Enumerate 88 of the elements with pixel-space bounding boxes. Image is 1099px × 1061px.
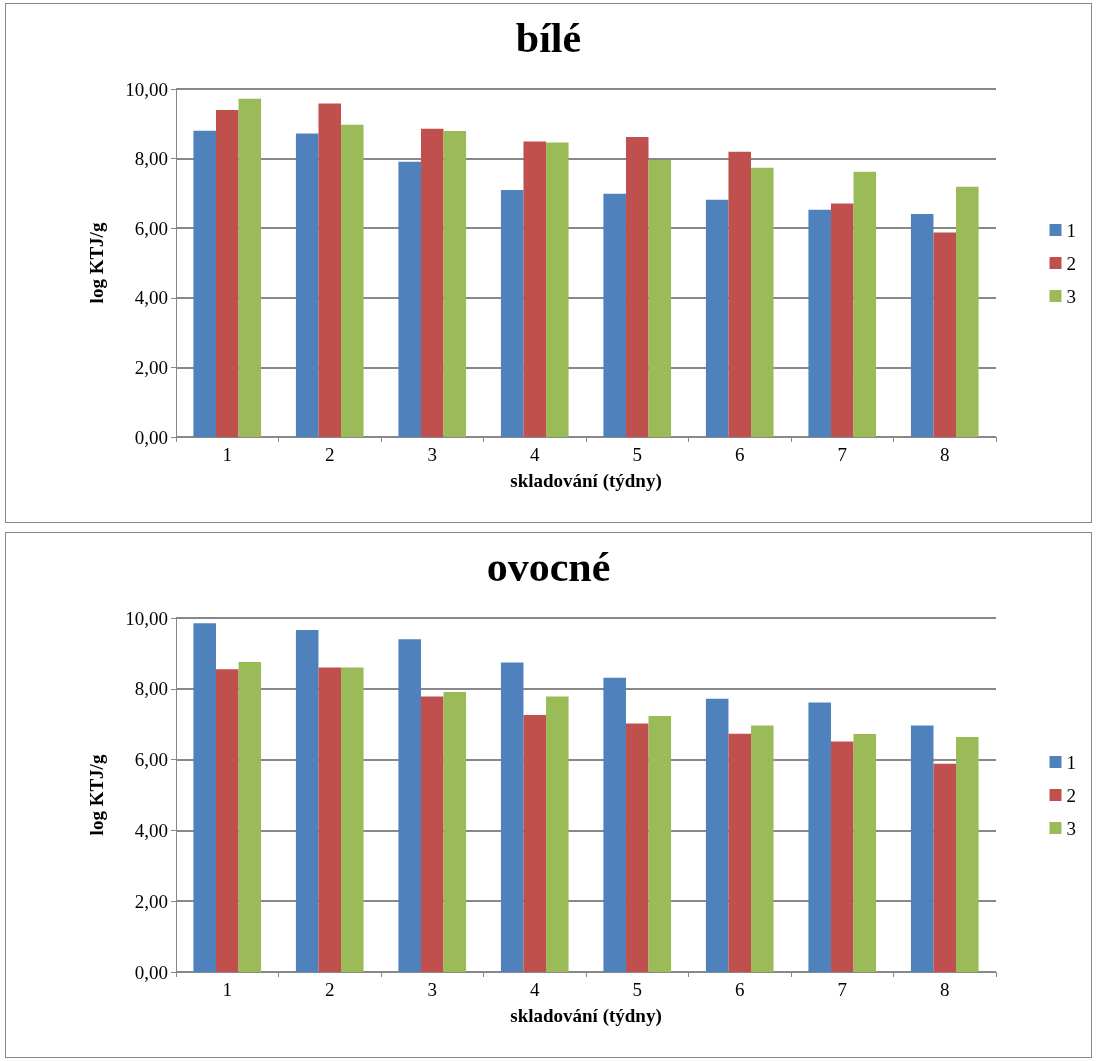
bar (318, 103, 342, 437)
y-tick-label: 8,00 (134, 148, 168, 170)
bar (648, 159, 672, 437)
bar (830, 741, 854, 972)
y-tick-label: 8,00 (134, 678, 168, 700)
x-tick-label: 5 (632, 979, 642, 1000)
x-axis-title: skladování (týdny) (510, 1005, 662, 1027)
bar (933, 763, 957, 972)
bar (443, 691, 467, 972)
y-tick-label: 2,00 (134, 356, 168, 378)
bar (546, 696, 569, 972)
bar (295, 630, 319, 972)
chart-title: bílé (515, 15, 582, 61)
x-tick-label: 2 (325, 444, 335, 465)
bar (341, 124, 364, 437)
x-tick-label: 2 (325, 979, 335, 1000)
legend-label: 1 (1066, 751, 1076, 773)
x-tick-label: 8 (940, 444, 950, 465)
bar (808, 702, 831, 972)
x-axis-title: skladování (týdny) (510, 470, 662, 492)
bar (238, 661, 262, 972)
bar (398, 161, 421, 437)
y-tick-label: 0,00 (134, 426, 168, 448)
x-tick-label: 4 (530, 979, 540, 1000)
bar (728, 151, 752, 437)
bar (500, 189, 524, 437)
chart-title: ovocné (486, 544, 611, 590)
bar (751, 725, 774, 972)
bar (193, 623, 216, 972)
bar (910, 213, 934, 437)
bar (603, 193, 626, 437)
y-tick-label: 10,00 (125, 607, 168, 629)
bar (215, 669, 239, 972)
bar (751, 167, 774, 437)
bar (705, 698, 729, 972)
bar (341, 667, 364, 972)
bar (853, 734, 877, 972)
x-tick-label: 5 (632, 444, 642, 465)
bar (295, 133, 319, 437)
x-tick-label: 4 (530, 444, 540, 465)
x-tick-label: 7 (837, 444, 847, 465)
legend-label: 3 (1066, 285, 1076, 307)
bar (853, 171, 877, 437)
bar (500, 662, 524, 972)
bar (956, 186, 979, 437)
bar (215, 109, 239, 437)
bar (523, 141, 547, 437)
bar (648, 716, 672, 972)
bar (318, 667, 342, 972)
bar (625, 723, 649, 972)
bar (238, 98, 262, 437)
x-tick-label: 6 (735, 979, 745, 1000)
y-tick-label: 4,00 (134, 819, 168, 841)
bar (728, 733, 752, 972)
bar (933, 232, 957, 437)
legend-label: 2 (1066, 252, 1076, 274)
bar (420, 128, 444, 437)
bar (625, 137, 649, 437)
y-tick-label: 0,00 (134, 961, 168, 983)
x-tick-label: 7 (837, 979, 847, 1000)
x-tick-label: 6 (735, 444, 745, 465)
y-tick-label: 10,00 (125, 78, 168, 100)
legend-label: 1 (1066, 219, 1076, 241)
y-tick-label: 4,00 (134, 287, 168, 309)
bar (523, 715, 547, 972)
legend-label: 3 (1066, 817, 1076, 839)
bar (808, 209, 831, 437)
bar (603, 677, 626, 972)
x-tick-label: 1 (222, 979, 232, 1000)
y-axis-title: log KTJ/g (86, 754, 107, 836)
bar (193, 130, 216, 437)
bar (443, 131, 467, 437)
y-axis-title: log KTJ/g (86, 222, 107, 304)
bar (830, 203, 854, 437)
bar (546, 142, 569, 437)
bar (398, 639, 421, 972)
bar (910, 725, 934, 972)
legend-label: 2 (1066, 784, 1076, 806)
bar (956, 736, 979, 972)
bar (705, 199, 729, 437)
y-tick-label: 6,00 (134, 217, 168, 239)
x-tick-label: 3 (427, 979, 437, 1000)
x-tick-label: 8 (940, 979, 950, 1000)
bar (420, 696, 444, 972)
y-tick-label: 6,00 (134, 749, 168, 771)
x-tick-label: 3 (427, 444, 437, 465)
x-tick-label: 1 (222, 444, 232, 465)
y-tick-label: 2,00 (134, 890, 168, 912)
